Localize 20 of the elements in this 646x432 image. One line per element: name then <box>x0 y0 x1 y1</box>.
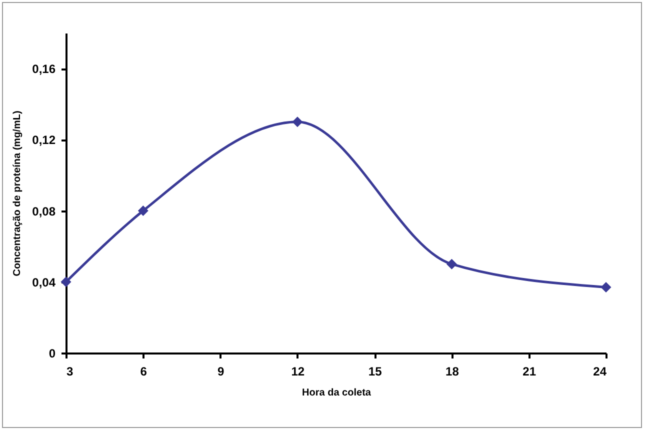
y-tick-label: 0,04 <box>32 275 56 290</box>
x-tick-label: 15 <box>368 364 382 378</box>
y-tick-label: 0,12 <box>32 133 56 148</box>
point <box>138 206 148 216</box>
point <box>292 116 303 128</box>
x-tick-label: 3 <box>66 364 74 378</box>
x-tick-label: 24 <box>593 364 607 378</box>
point <box>446 258 457 270</box>
x-tick-label: 18 <box>446 364 460 378</box>
x-tick-label: 9 <box>217 364 224 378</box>
point <box>600 282 612 292</box>
y-axis-title: Concentração de proteína (mg/mL) <box>12 110 24 276</box>
y-tick-label: 0 <box>48 346 56 360</box>
point <box>60 276 72 288</box>
y-tick-label: 0,08 <box>32 204 56 218</box>
x-tick-label: 12 <box>291 364 305 378</box>
x-tick-label: 21 <box>522 364 536 378</box>
x-tick-label: 6 <box>140 364 148 378</box>
y-tick-label: 0,16 <box>32 62 56 76</box>
x-axis-title: Hora da coleta <box>302 388 372 398</box>
